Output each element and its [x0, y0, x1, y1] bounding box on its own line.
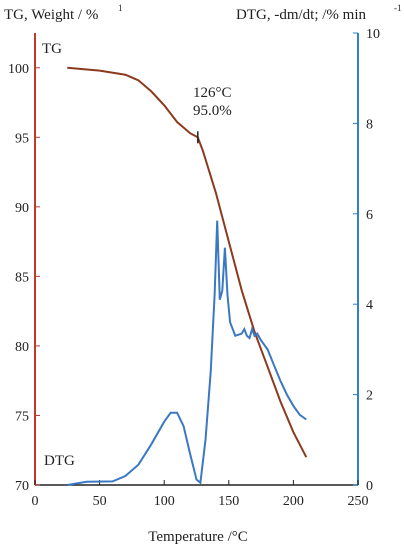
x-axis-ticks: 0 50 100 150 200 250: [32, 480, 369, 509]
y-left-tick-label: 75: [15, 409, 29, 424]
tg-series-label: TG: [42, 41, 62, 57]
y-right-axis-ticks: 0 2 4 6 8 10: [353, 27, 380, 494]
series-line-tg: [67, 66, 308, 458]
y-right-axis-title-superscript: -1: [394, 3, 402, 13]
x-tick-label: 250: [348, 494, 369, 509]
series-line-dtg: [67, 220, 307, 486]
y-right-tick-label: 10: [366, 27, 380, 42]
marker-temperature-label: 126°C: [193, 85, 232, 101]
y-left-axis-title-superscript: 1: [118, 3, 123, 13]
x-tick-label: 50: [93, 494, 107, 509]
dtg-series-label: DTG: [44, 453, 75, 469]
x-axis-title: Temperature /°C: [148, 529, 248, 545]
marker-weight-label: 95.0%: [193, 103, 232, 119]
y-left-tick-label: 80: [15, 340, 29, 355]
y-left-axis-ticks: 70 75 80 85 90 95 100: [8, 62, 40, 494]
x-tick-label: 100: [154, 494, 175, 509]
x-tick-label: 150: [218, 494, 239, 509]
y-right-axis-title: DTG, -dm/dt; /% min: [236, 7, 366, 23]
y-right-tick-label: 2: [366, 389, 373, 404]
y-left-tick-label: 70: [15, 479, 29, 494]
y-left-axis-title: TG, Weight / %: [4, 7, 98, 23]
y-right-tick-label: 0: [366, 479, 373, 494]
y-right-tick-label: 8: [366, 117, 373, 132]
y-left-tick-label: 100: [8, 62, 29, 77]
y-right-tick-label: 6: [366, 208, 373, 223]
x-tick-label: 200: [283, 494, 304, 509]
y-left-tick-label: 90: [15, 201, 29, 216]
y-right-tick-label: 4: [366, 298, 373, 313]
y-left-tick-label: 95: [15, 131, 29, 146]
x-tick-label: 0: [32, 494, 39, 509]
y-left-tick-label: 85: [15, 270, 29, 285]
